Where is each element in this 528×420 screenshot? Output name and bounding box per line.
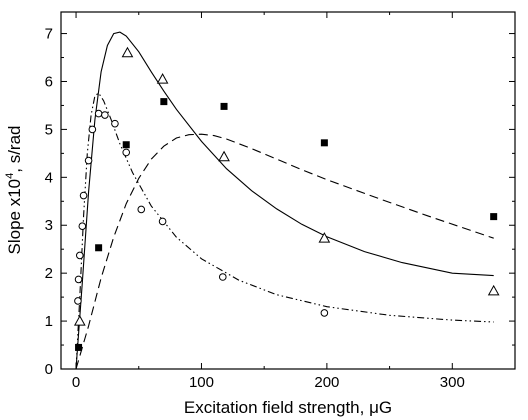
- data-point-circle: [122, 148, 131, 157]
- data-point-circle: [84, 156, 93, 165]
- y-tick-label: 1: [45, 313, 53, 330]
- data-point-square: [490, 213, 498, 221]
- data-point-circle: [320, 309, 329, 317]
- data-point-square: [320, 139, 328, 147]
- x-tick-label: 0: [72, 374, 80, 391]
- y-tick-label: 0: [45, 361, 53, 378]
- data-point-triangle: [218, 150, 230, 162]
- data-point-circle: [79, 191, 88, 200]
- fit-curve-dash-dot-dot: [75, 92, 494, 370]
- data-point-square: [122, 141, 130, 149]
- data-point-circle: [78, 222, 87, 230]
- y-tick-label: 3: [45, 217, 53, 234]
- data-point-square: [160, 98, 168, 106]
- data-point-circle: [74, 297, 82, 305]
- data-point-circle: [101, 111, 109, 119]
- fit-curve-solid: [75, 31, 494, 370]
- x-tick-label: 100: [189, 374, 214, 391]
- y-tick-label: 4: [45, 169, 53, 186]
- data-point-circle: [111, 119, 119, 128]
- data-point-circle: [94, 109, 103, 118]
- y-tick-label: 7: [45, 26, 53, 43]
- data-point-triangle: [73, 315, 86, 326]
- data-point-square: [95, 244, 103, 252]
- data-point-triangle: [121, 46, 134, 58]
- plot-frame: [60, 11, 516, 370]
- y-axis-label-superscript: 4: [4, 173, 16, 179]
- y-tick-label: 6: [45, 73, 53, 90]
- fit-curve-dashed: [75, 133, 494, 370]
- data-point-square: [75, 343, 83, 351]
- x-tick-label: 300: [440, 374, 465, 391]
- data-point-circle: [76, 251, 84, 260]
- data-point-square: [220, 102, 228, 110]
- data-point-circle: [158, 217, 167, 226]
- x-axis-label: Excitation field strength, μG: [184, 398, 392, 417]
- data-point-triangle: [156, 73, 169, 84]
- y-axis-label-main: Slope x10: [5, 179, 24, 255]
- curve-layer: [75, 31, 494, 370]
- x-tick-label: 200: [314, 374, 339, 391]
- y-tick-label: 2: [45, 265, 53, 282]
- data-point-circle: [88, 125, 97, 134]
- marker-layer: [73, 46, 500, 351]
- axis-layer: 0 1 2 3 4 5 6 7 0 100 200 300: [45, 12, 515, 391]
- data-point-circle: [218, 273, 227, 281]
- y-axis-label-unit: , s/rad: [5, 126, 24, 173]
- data-point-triangle: [318, 232, 331, 243]
- y-tick-label: 5: [45, 121, 53, 138]
- y-axis-label: Slope x104, s/rad: [4, 126, 24, 255]
- data-point-circle: [74, 275, 83, 284]
- data-point-triangle: [487, 284, 500, 296]
- data-point-circle: [137, 205, 146, 214]
